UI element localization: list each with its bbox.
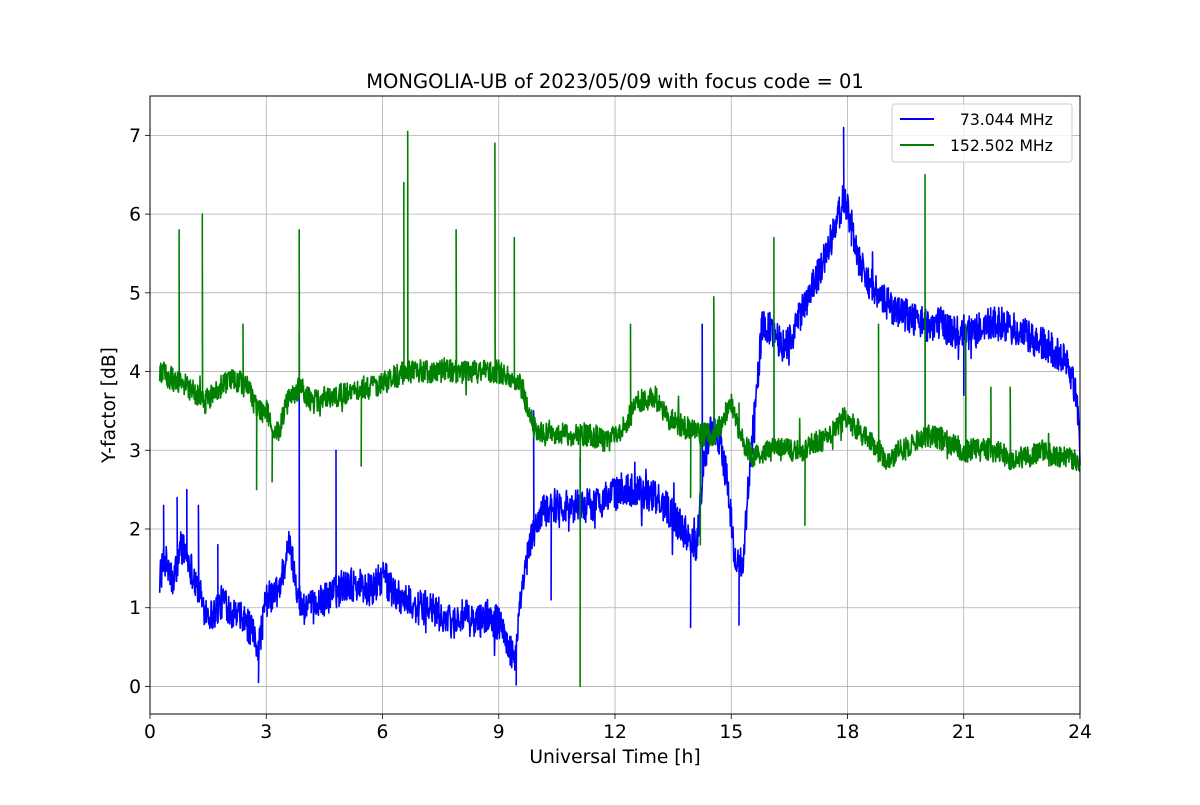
y-axis-label: Y-factor [dB] xyxy=(99,347,120,464)
x-tick-label: 21 xyxy=(952,722,976,743)
grid-layer xyxy=(149,96,1081,714)
y-tick-label: 0 xyxy=(129,677,141,698)
x-tick-label: 15 xyxy=(719,722,743,743)
x-tick-label: 24 xyxy=(1068,722,1092,743)
y-tick-label: 7 xyxy=(129,126,141,147)
y-tick-label: 1 xyxy=(129,598,141,619)
series-line-1 xyxy=(158,126,1081,686)
legend-label-series-1: 73.044 MHz xyxy=(950,111,1053,129)
y-tick-label: 2 xyxy=(129,519,141,540)
x-axis-label: Universal Time [h] xyxy=(529,747,700,768)
y-tick-label: 4 xyxy=(129,362,141,383)
legend: 73.044 MHz 152.502 MHz xyxy=(891,103,1073,163)
legend-box xyxy=(891,103,1073,163)
x-tick-label: 12 xyxy=(603,722,627,743)
x-tick-label: 9 xyxy=(493,722,505,743)
y-tick-label: 3 xyxy=(129,441,141,462)
y-tick-label: 6 xyxy=(129,205,141,226)
x-tick-label: 0 xyxy=(144,722,156,743)
x-tick-label: 18 xyxy=(836,722,860,743)
x-tick-label: 6 xyxy=(377,722,389,743)
y-tick-label: 5 xyxy=(129,283,141,304)
chart-title: MONGOLIA-UB of 2023/05/09 with focus cod… xyxy=(366,70,864,93)
series-line-2 xyxy=(158,130,1081,688)
legend-label-series-2: 152.502 MHz xyxy=(950,137,1053,155)
series-layer xyxy=(158,126,1081,688)
x-tick-label: 3 xyxy=(260,722,272,743)
